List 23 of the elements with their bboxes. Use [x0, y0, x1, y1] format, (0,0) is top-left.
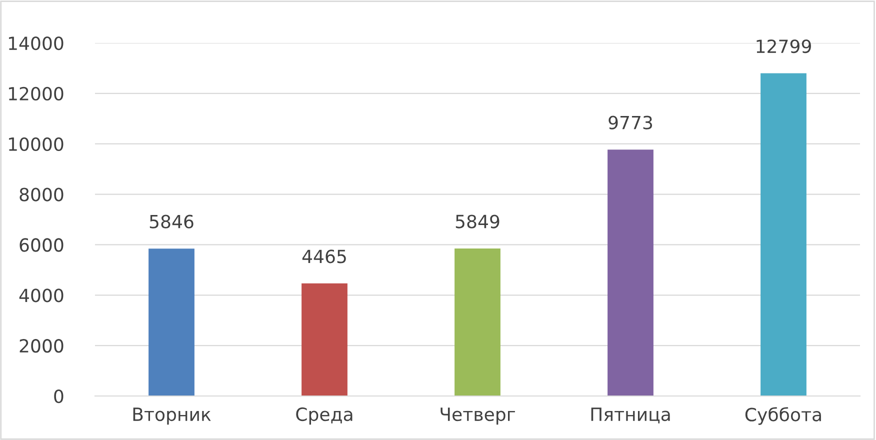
data-label: 9773 [608, 116, 652, 130]
y-tick-label: 4000 [19, 288, 64, 302]
y-tick-label: 0 [54, 389, 64, 404]
data-label: 5846 [150, 214, 194, 228]
y-tick-label: 14000 [8, 36, 64, 50]
x-tick-label: Пятница [591, 408, 670, 424]
y-tick-label: 10000 [8, 137, 64, 151]
bar [608, 150, 654, 396]
y-tick-label: 2000 [20, 339, 64, 353]
data-label: 12799 [756, 39, 811, 54]
bar [148, 248, 194, 396]
y-tick-label: 12000 [8, 86, 64, 101]
y-tick-label: 8000 [20, 188, 64, 202]
data-label: 5849 [456, 214, 500, 228]
y-tick-label: 6000 [20, 238, 64, 252]
data-label: 4465 [302, 250, 346, 264]
x-tick-label: Вторник [133, 408, 211, 425]
bar [760, 73, 806, 396]
x-tick-label: Среда [296, 407, 352, 425]
bar [302, 283, 348, 396]
x-tick-label: Суббота [745, 407, 821, 425]
x-tick-label: Четверг [440, 408, 515, 425]
bar [454, 248, 500, 396]
